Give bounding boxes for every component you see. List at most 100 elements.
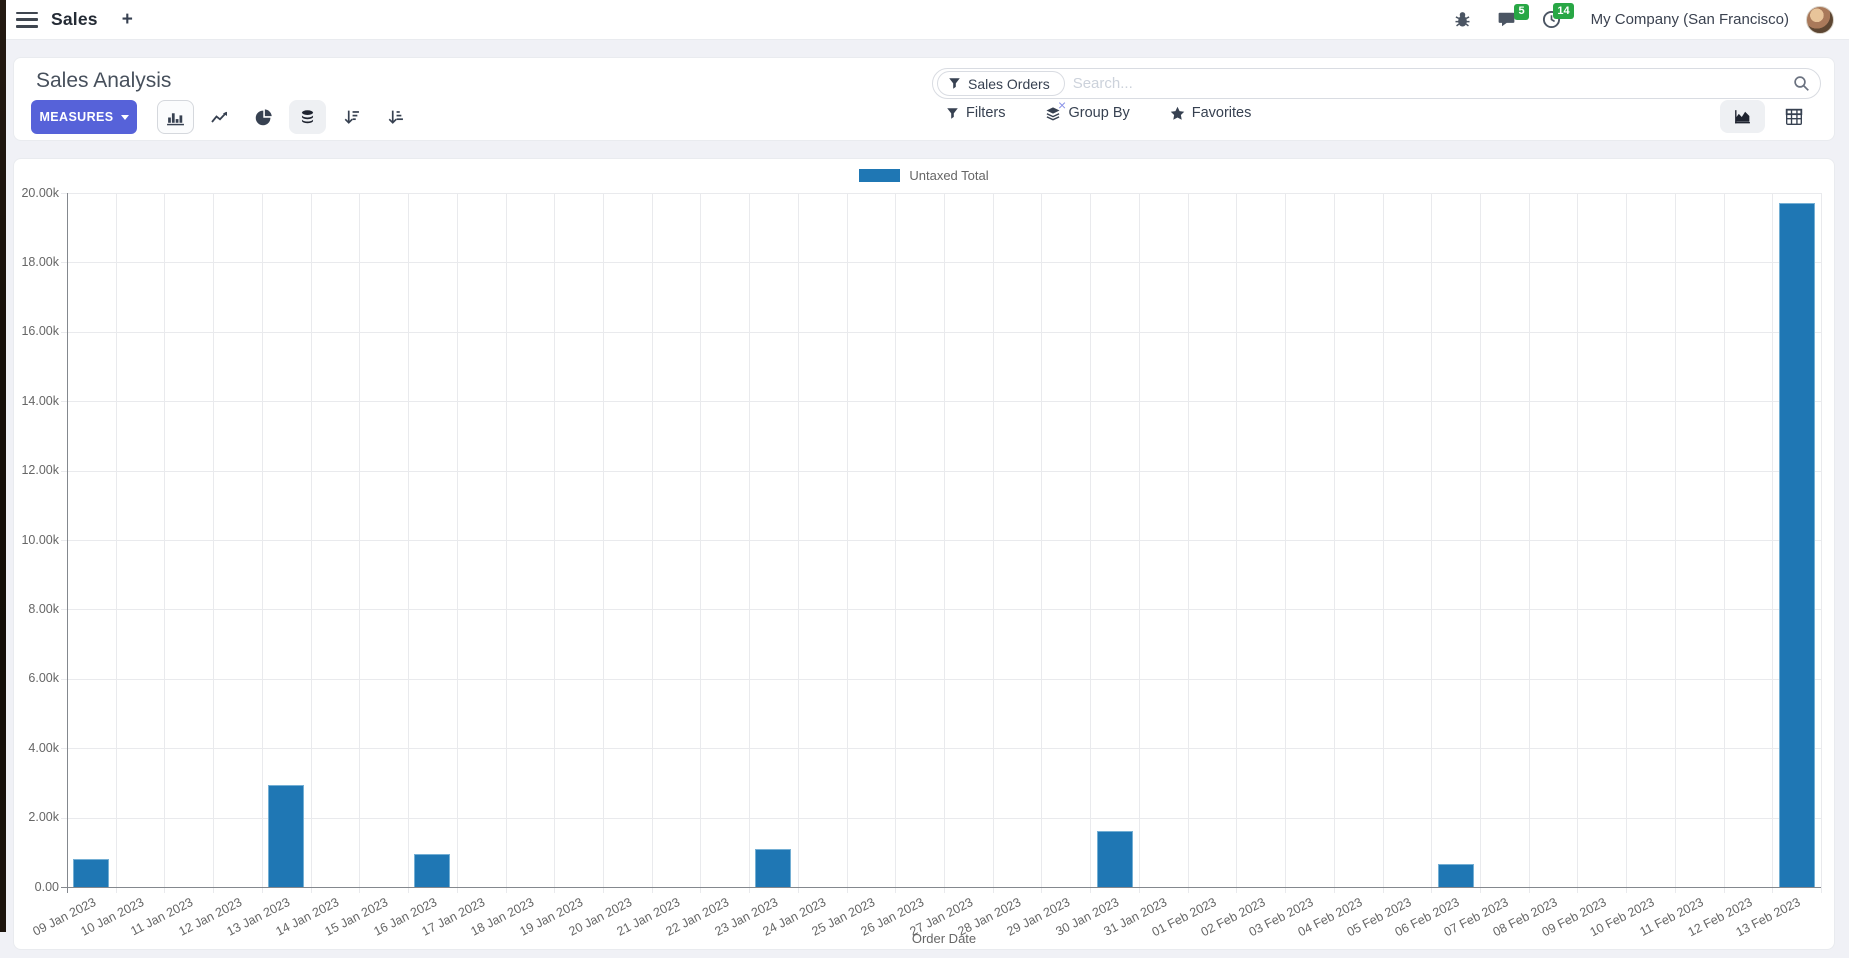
v-gridline: [115, 193, 117, 893]
bar-30-jan-2023[interactable]: [1096, 831, 1133, 887]
y-axis-tick-label: 8.00k: [28, 601, 59, 616]
bar-13-feb-2023[interactable]: [1778, 203, 1815, 887]
y-axis-line: [67, 193, 68, 893]
y-axis-tick-label: 16.00k: [21, 324, 59, 339]
v-gridline: [1821, 193, 1822, 893]
messages-icon[interactable]: 5: [1497, 3, 1529, 29]
layers-icon: [1045, 106, 1061, 121]
facet-remove-icon[interactable]: ×: [1058, 97, 1067, 113]
v-gridline: [1138, 193, 1140, 893]
y-axis-tick-label: 14.00k: [21, 393, 59, 408]
activities-clock-icon[interactable]: 14: [1542, 3, 1574, 29]
v-gridline: [944, 193, 945, 893]
page-title: Sales Analysis: [36, 69, 172, 92]
bar-09-jan-2023[interactable]: [73, 859, 110, 887]
search-facet-label: Sales Orders: [968, 75, 1050, 92]
v-gridline: [310, 193, 312, 893]
search-icon[interactable]: [1793, 75, 1810, 92]
bar-23-jan-2023[interactable]: [755, 848, 792, 887]
v-gridline: [895, 193, 897, 893]
v-gridline: [1333, 193, 1335, 893]
v-gridline: [1528, 193, 1530, 893]
v-gridline: [1285, 193, 1287, 893]
favorites-button[interactable]: Favorites: [1170, 105, 1252, 121]
v-gridline: [213, 193, 215, 893]
v-gridline: [359, 193, 361, 893]
v-gridline: [1723, 193, 1725, 893]
chart-legend[interactable]: Untaxed Total: [14, 168, 1834, 183]
hamburger-menu-icon[interactable]: [16, 11, 38, 28]
v-gridline: [164, 193, 166, 893]
group-by-label: Group By: [1068, 105, 1130, 121]
screen-left-edge: [0, 0, 6, 932]
bar-13-jan-2023[interactable]: [268, 784, 305, 887]
h-gridline: [61, 609, 1821, 611]
view-switcher: [1720, 100, 1816, 133]
y-axis-tick-label: 4.00k: [28, 740, 59, 755]
v-gridline: [1772, 193, 1774, 893]
filters-label: Filters: [966, 105, 1006, 121]
v-gridline: [846, 193, 848, 893]
v-gridline: [1626, 193, 1628, 893]
search-input[interactable]: [1072, 75, 1793, 92]
v-gridline: [1236, 193, 1238, 893]
control-panel: Sales Analysis Sales Orders × MEASURES: [13, 57, 1835, 141]
y-axis-tick-label: 10.00k: [21, 532, 59, 547]
measures-button-label: MEASURES: [39, 110, 114, 124]
v-gridline: [1674, 193, 1676, 893]
h-gridline: [61, 817, 1821, 819]
v-gridline: [1187, 193, 1189, 893]
y-axis-tick-label: 18.00k: [21, 254, 59, 269]
star-icon: [1170, 106, 1185, 121]
h-gridline: [61, 331, 1821, 333]
company-menu[interactable]: My Company (San Francisco): [1590, 11, 1789, 28]
v-gridline: [1382, 193, 1384, 893]
v-gridline: [602, 193, 604, 893]
activities-badge: 14: [1553, 3, 1574, 19]
line-chart-button[interactable]: [201, 100, 238, 134]
v-gridline: [749, 193, 751, 893]
chart-card: Untaxed Total 0.00 2.00k 4.00k 6.00k 8.00k 10…: [13, 158, 1835, 950]
sort-descending-button[interactable]: [333, 100, 370, 134]
filter-funnel-icon: [948, 77, 961, 90]
filters-button[interactable]: Filters: [946, 105, 1005, 121]
v-gridline: [408, 193, 410, 893]
search-facet-sales-orders[interactable]: Sales Orders: [937, 71, 1065, 96]
debug-bug-icon[interactable]: [1454, 11, 1471, 28]
group-by-button[interactable]: Group By: [1045, 105, 1130, 121]
messages-badge: 5: [1514, 3, 1529, 20]
v-gridline: [554, 193, 556, 893]
y-axis-tick-label: 6.00k: [28, 671, 59, 686]
v-gridline: [261, 193, 263, 893]
bar-06-feb-2023[interactable]: [1437, 864, 1474, 887]
h-gridline: [61, 678, 1821, 680]
y-axis-tick-label: 0.00: [34, 879, 59, 894]
v-gridline: [797, 193, 799, 893]
legend-swatch-untaxed-total: [859, 169, 901, 182]
graph-view-button[interactable]: [1720, 100, 1765, 133]
bar-chart-plot: 0.00 2.00k 4.00k 6.00k 8.00k 10.00k 12.00k 14.0…: [14, 159, 1834, 949]
pivot-view-button[interactable]: [1771, 100, 1816, 133]
filter-funnel-icon: [946, 107, 959, 120]
search-options: Filters Group By Favorites: [946, 105, 1251, 121]
v-gridline: [1479, 193, 1481, 893]
caret-down-icon: [120, 114, 129, 120]
y-axis-tick-label: 20.00k: [21, 185, 59, 200]
v-gridline: [1090, 193, 1092, 893]
measures-button[interactable]: MEASURES: [31, 100, 137, 134]
v-gridline: [1577, 193, 1579, 893]
new-tab-button[interactable]: +: [121, 9, 133, 30]
v-gridline: [700, 193, 702, 893]
app-name[interactable]: Sales: [51, 9, 98, 29]
bar-16-jan-2023[interactable]: [414, 854, 451, 887]
favorites-label: Favorites: [1191, 105, 1252, 121]
h-gridline: [61, 193, 1821, 194]
stacked-toggle-button[interactable]: [289, 100, 326, 134]
x-axis-title: Order Date: [911, 931, 977, 946]
sort-ascending-button[interactable]: [377, 100, 414, 134]
user-avatar[interactable]: [1806, 5, 1834, 34]
bar-chart-button[interactable]: [157, 100, 194, 134]
v-gridline: [456, 193, 458, 893]
pie-chart-button[interactable]: [245, 100, 282, 134]
search-bar[interactable]: Sales Orders ×: [932, 68, 1821, 112]
